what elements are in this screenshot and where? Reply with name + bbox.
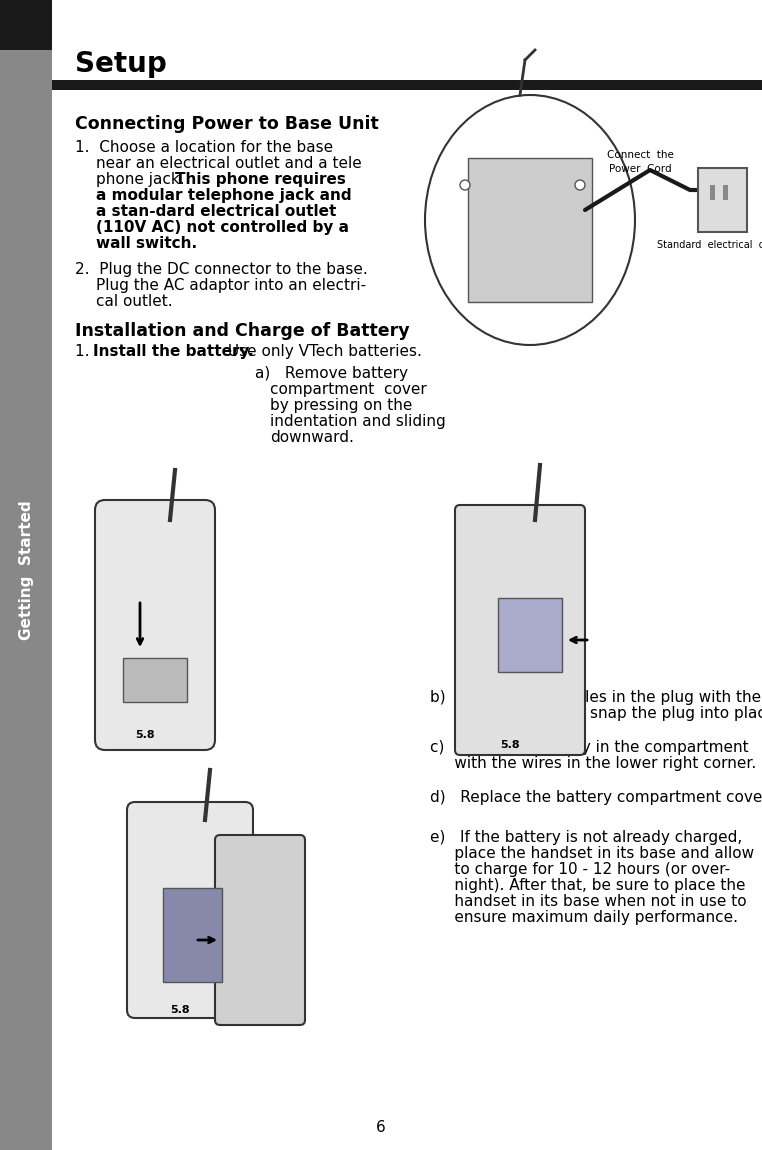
Text: 1.  Choose a location for the base: 1. Choose a location for the base [75, 140, 333, 155]
Text: night). After that, be sure to place the: night). After that, be sure to place the [430, 877, 745, 894]
Text: by pressing on the: by pressing on the [270, 398, 412, 413]
FancyBboxPatch shape [215, 835, 305, 1025]
Text: near an electrical outlet and a tele: near an electrical outlet and a tele [96, 156, 362, 171]
Text: Plug the AC adaptor into an electri-: Plug the AC adaptor into an electri- [96, 278, 366, 293]
Bar [723, 185, 728, 200]
Text: b)   Align the two holes in the plug with the: b) Align the two holes in the plug with … [430, 690, 761, 705]
Text: phone jack.: phone jack. [96, 172, 190, 187]
FancyBboxPatch shape [163, 888, 222, 982]
Text: a stan-dard electrical outlet: a stan-dard electrical outlet [96, 204, 336, 218]
Text: ensure maximum daily performance.: ensure maximum daily performance. [430, 910, 738, 925]
FancyBboxPatch shape [52, 81, 762, 90]
Circle shape [460, 181, 470, 190]
Circle shape [575, 181, 585, 190]
Text: 1.: 1. [75, 344, 104, 359]
Text: downward.: downward. [270, 430, 354, 445]
FancyBboxPatch shape [0, 0, 52, 1150]
FancyBboxPatch shape [455, 505, 585, 756]
Text: Power  Cord: Power Cord [609, 164, 671, 174]
Text: handset in its base when not in use to: handset in its base when not in use to [430, 894, 747, 909]
Text: Connect  the: Connect the [607, 150, 674, 160]
Text: 2.  Plug the DC connector to the base.: 2. Plug the DC connector to the base. [75, 262, 368, 277]
Text: d)   Replace the battery compartment cover.: d) Replace the battery compartment cover… [430, 790, 762, 805]
Text: a modular telephone jack and: a modular telephone jack and [96, 187, 351, 204]
Text: Install the battery.: Install the battery. [93, 344, 254, 359]
Text: Standard  electrical  outlet: Standard electrical outlet [657, 240, 762, 250]
Text: indentation and sliding: indentation and sliding [270, 414, 446, 429]
FancyBboxPatch shape [95, 500, 215, 750]
Ellipse shape [425, 95, 635, 345]
Text: socket pins, then snap the plug into place.: socket pins, then snap the plug into pla… [430, 706, 762, 721]
Text: 6: 6 [376, 1120, 386, 1135]
FancyBboxPatch shape [52, 0, 762, 1150]
Text: wall switch.: wall switch. [96, 236, 197, 251]
Text: c)   Place the battery in the compartment: c) Place the battery in the compartment [430, 739, 748, 756]
Text: This phone requires: This phone requires [175, 172, 346, 187]
Text: compartment  cover: compartment cover [270, 382, 427, 397]
Text: with the wires in the lower right corner.: with the wires in the lower right corner… [430, 756, 756, 771]
FancyBboxPatch shape [468, 158, 592, 302]
Bar [710, 185, 715, 200]
Text: Use only VTech batteries.: Use only VTech batteries. [223, 344, 422, 359]
Text: Getting  Started: Getting Started [18, 500, 34, 639]
FancyBboxPatch shape [127, 802, 253, 1018]
FancyBboxPatch shape [698, 168, 747, 232]
Text: Installation and Charge of Battery: Installation and Charge of Battery [75, 322, 410, 340]
Text: Setup: Setup [75, 49, 167, 78]
Text: (110V AC) not controlled by a: (110V AC) not controlled by a [96, 220, 349, 235]
Text: to charge for 10 - 12 hours (or over-: to charge for 10 - 12 hours (or over- [430, 862, 730, 877]
Text: e)   If the battery is not already charged,: e) If the battery is not already charged… [430, 830, 742, 845]
FancyBboxPatch shape [123, 658, 187, 702]
Text: place the handset in its base and allow: place the handset in its base and allow [430, 846, 754, 861]
Text: 5.8: 5.8 [500, 739, 520, 750]
FancyBboxPatch shape [498, 598, 562, 672]
Text: cal outlet.: cal outlet. [96, 294, 173, 309]
Text: 5.8: 5.8 [135, 730, 155, 739]
Text: 5.8: 5.8 [170, 1005, 190, 1015]
Text: a)   Remove battery: a) Remove battery [255, 366, 408, 381]
Text: Connecting Power to Base Unit: Connecting Power to Base Unit [75, 115, 379, 133]
FancyBboxPatch shape [0, 0, 52, 49]
